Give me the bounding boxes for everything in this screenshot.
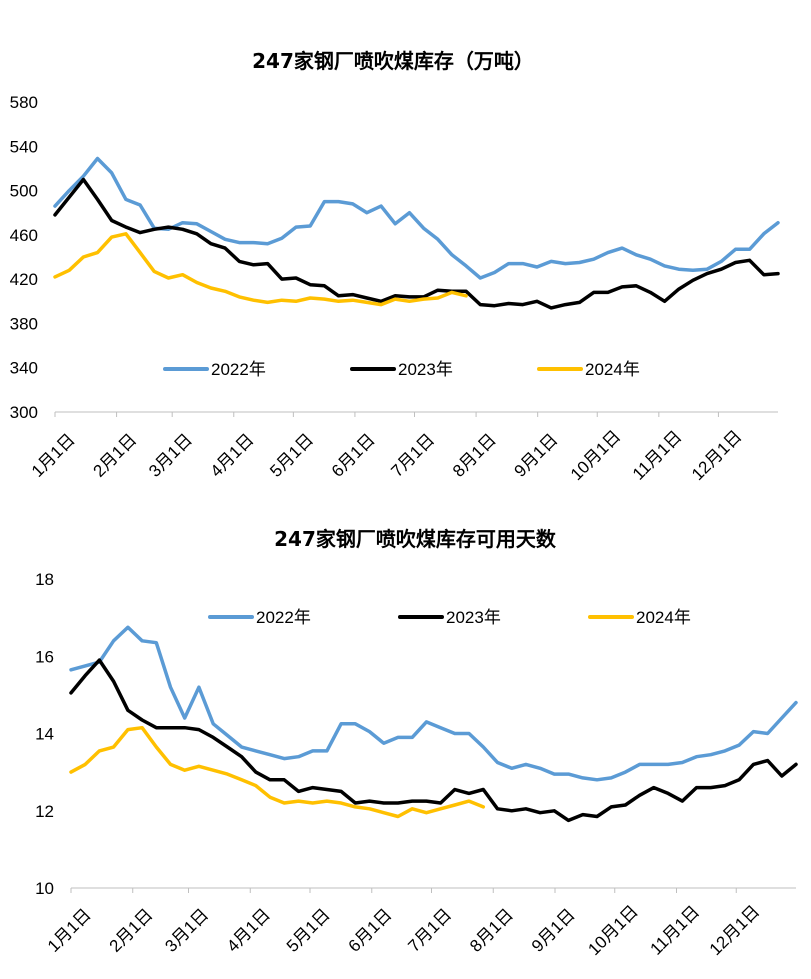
x-tick-label: 4月1日: [223, 905, 274, 956]
y-tick-label: 420: [10, 270, 38, 289]
series-line-2023年: [69, 658, 798, 823]
x-tick-label: 9月1日: [511, 430, 562, 481]
x-tick-label: 9月1日: [528, 905, 579, 956]
legend: 2022年 2023年 2024年: [163, 360, 640, 379]
x-tick-label: 11月1日: [647, 902, 704, 959]
legend-label: 2024年: [585, 360, 640, 379]
y-tick-label: 12: [35, 802, 54, 821]
y-tick-label: 500: [10, 182, 38, 201]
y-tick-label: 300: [10, 403, 38, 422]
series-lines: [53, 156, 780, 310]
y-tick-label: 380: [10, 314, 38, 333]
x-tick-label: 3月1日: [161, 905, 212, 956]
chart-title: 247家钢厂喷吹煤库存可用天数: [274, 527, 557, 551]
y-axis-ticks: 10 12 14 16 18: [35, 570, 54, 898]
series-line-2022年: [69, 625, 798, 782]
x-tick-label: 5月1日: [283, 905, 334, 956]
x-axis-tick-marks: [54, 412, 719, 417]
legend-item: 2023年: [398, 608, 501, 627]
chart-title: 247家钢厂喷吹煤库存（万吨）: [252, 49, 534, 73]
legend-label: 2023年: [398, 360, 453, 379]
x-tick-label: 4月1日: [207, 430, 258, 481]
x-tick-label: 12月1日: [688, 427, 746, 485]
x-tick-label: 6月1日: [345, 905, 396, 956]
legend: 2022年 2023年 2024年: [208, 608, 691, 627]
y-tick-label: 580: [10, 93, 38, 112]
series-line-2022年: [53, 156, 780, 280]
x-axis-tick-marks: [70, 888, 737, 893]
y-tick-label: 16: [35, 647, 54, 666]
x-tick-label: 6月1日: [328, 430, 379, 481]
x-tick-label: 12月1日: [706, 902, 764, 960]
legend-label: 2022年: [211, 360, 266, 379]
x-tick-label: 1月1日: [28, 430, 79, 481]
x-tick-label: 11月1日: [629, 427, 686, 484]
x-tick-label: 10月1日: [567, 427, 625, 485]
x-tick-label: 8月1日: [466, 905, 517, 956]
legend-label: 2022年: [256, 608, 311, 627]
series-lines: [69, 625, 798, 823]
x-tick-label: 1月1日: [44, 905, 95, 956]
y-axis-ticks: 300 340 380 420 460 500 540 580: [10, 93, 38, 422]
y-tick-label: 18: [35, 570, 54, 589]
x-tick-label: 3月1日: [145, 430, 196, 481]
x-tick-label: 2月1日: [89, 430, 140, 481]
legend-item: 2022年: [163, 360, 266, 379]
legend-item: 2023年: [350, 360, 453, 379]
y-tick-label: 340: [10, 359, 38, 378]
legend-item: 2022年: [208, 608, 311, 627]
legend-label: 2023年: [446, 608, 501, 627]
legend-label: 2024年: [636, 608, 691, 627]
y-tick-label: 460: [10, 226, 38, 245]
x-tick-label: 2月1日: [106, 905, 157, 956]
legend-item: 2024年: [588, 608, 691, 627]
x-tick-label: 7月1日: [387, 430, 438, 481]
series-line-2024年: [69, 725, 486, 819]
inventory-chart: 247家钢厂喷吹煤库存（万吨） 300 340 380 420 460 500 540 580…: [10, 49, 780, 485]
days-chart: 247家钢厂喷吹煤库存可用天数 10 12 14 16 18 1月1日 2月1日 3月1日 4…: [35, 527, 798, 960]
series-line-2024年: [53, 232, 468, 307]
y-tick-label: 540: [10, 137, 38, 156]
y-tick-label: 14: [35, 725, 54, 744]
legend-item: 2024年: [537, 360, 640, 379]
x-tick-label: 10月1日: [584, 902, 642, 960]
x-axis-ticks: 1月1日 2月1日 3月1日 4月1日 5月1日 6月1日 7月1日 8月1日 9月1日 10月1…: [28, 427, 746, 485]
x-tick-label: 8月1日: [449, 430, 500, 481]
x-tick-label: 7月1日: [404, 905, 455, 956]
y-tick-label: 10: [35, 879, 54, 898]
series-line-2023年: [53, 177, 780, 310]
x-axis-ticks: 1月1日 2月1日 3月1日 4月1日 5月1日 6月1日 7月1日 8月1日 9月1日 10月1…: [44, 902, 763, 960]
x-tick-label: 5月1日: [266, 430, 317, 481]
